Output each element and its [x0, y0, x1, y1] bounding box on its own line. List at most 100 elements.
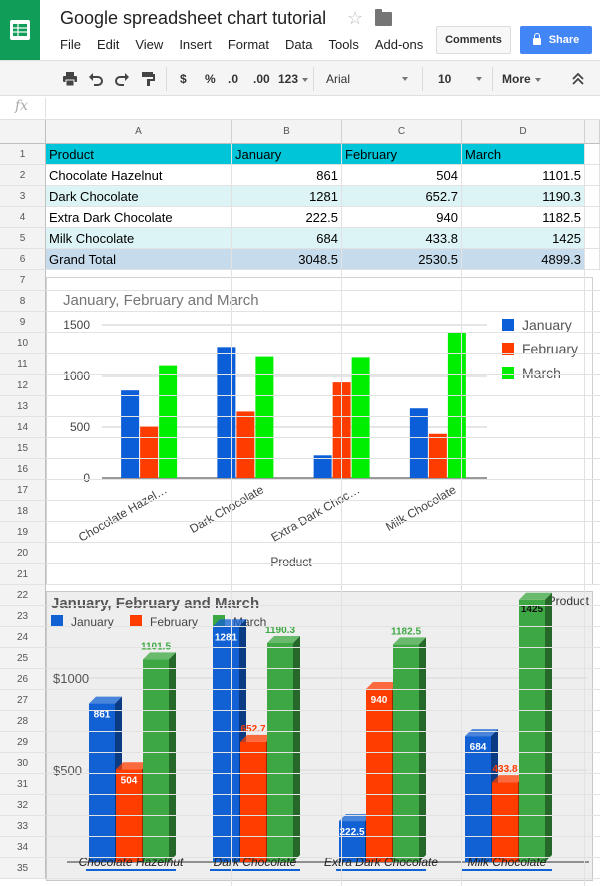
row-header-18[interactable]: 18: [0, 501, 46, 522]
data-cell[interactable]: Extra Dark Chocolate: [46, 207, 232, 228]
data-cell[interactable]: Dark Chocolate: [46, 186, 232, 207]
print-icon[interactable]: [62, 71, 78, 87]
bar-3d-march[interactable]: [143, 652, 176, 862]
data-cell[interactable]: 1182.5: [462, 207, 585, 228]
more-formats-button[interactable]: 123: [278, 70, 309, 88]
bar-3d-january[interactable]: [89, 696, 122, 862]
row-header-8[interactable]: 8: [0, 291, 46, 312]
chart-basic-column[interactable]: January, February and March 0 500 1000 1500 C…: [46, 277, 593, 585]
undo-icon[interactable]: [88, 71, 104, 87]
menu-file[interactable]: File: [60, 37, 81, 52]
data-cell[interactable]: 222.5: [232, 207, 342, 228]
bar-march[interactable]: [351, 357, 370, 478]
redo-icon[interactable]: [114, 71, 130, 87]
column-header-a[interactable]: A: [46, 120, 232, 144]
data-cell[interactable]: 684: [232, 228, 342, 249]
header-cell[interactable]: February: [342, 144, 462, 165]
data-cell[interactable]: 861: [232, 165, 342, 186]
row-header-20[interactable]: 20: [0, 543, 46, 564]
row-header-35[interactable]: 35: [0, 858, 46, 879]
star-icon[interactable]: ☆: [347, 8, 364, 28]
menu-format[interactable]: Format: [227, 37, 269, 52]
row-header-14[interactable]: 14: [0, 417, 46, 438]
row-header-30[interactable]: 30: [0, 753, 46, 774]
sheets-logo[interactable]: [0, 0, 40, 60]
bar-january[interactable]: [409, 408, 428, 478]
bar-january[interactable]: [313, 455, 332, 478]
data-cell[interactable]: 1425: [462, 228, 585, 249]
percent-format-button[interactable]: %: [205, 72, 216, 86]
row-header-22[interactable]: 22: [0, 585, 46, 606]
bar-january[interactable]: [217, 347, 236, 478]
data-cell[interactable]: Milk Chocolate: [46, 228, 232, 249]
row-header-13[interactable]: 13: [0, 396, 46, 417]
data-cell[interactable]: 1190.3: [462, 186, 585, 207]
bar-february[interactable]: [236, 411, 255, 478]
column-header-c[interactable]: C: [342, 120, 462, 144]
row-header-26[interactable]: 26: [0, 669, 46, 690]
menu-data[interactable]: Data: [285, 37, 313, 52]
row-header-3[interactable]: 3: [0, 186, 46, 207]
menu-insert[interactable]: Insert: [179, 37, 212, 52]
collapse-toolbar-icon[interactable]: [570, 71, 586, 87]
row-header-7[interactable]: 7: [0, 270, 46, 291]
row-header-6[interactable]: 6: [0, 249, 46, 270]
comments-button[interactable]: Comments: [436, 26, 511, 54]
row-header-21[interactable]: 21: [0, 564, 46, 585]
row-header-28[interactable]: 28: [0, 711, 46, 732]
row-header-23[interactable]: 23: [0, 606, 46, 627]
font-size-select[interactable]: 10: [438, 70, 484, 88]
data-cell[interactable]: 504: [342, 165, 462, 186]
currency-format-button[interactable]: $: [180, 72, 187, 86]
bar-february[interactable]: [140, 426, 159, 478]
header-cell[interactable]: March: [462, 144, 585, 165]
row-header-4[interactable]: 4: [0, 207, 46, 228]
data-cell[interactable]: 652.7: [342, 186, 462, 207]
data-cell[interactable]: [585, 186, 600, 207]
select-all-corner[interactable]: [0, 120, 46, 144]
data-cell[interactable]: 2530.5: [342, 249, 462, 270]
document-title[interactable]: Google spreadsheet chart tutorial: [60, 8, 327, 28]
bar-february[interactable]: [428, 433, 447, 478]
data-cell[interactable]: 1101.5: [462, 165, 585, 186]
data-cell[interactable]: 4899.3: [462, 249, 585, 270]
font-family-select[interactable]: Arial: [326, 70, 410, 88]
row-header-10[interactable]: 10: [0, 333, 46, 354]
row-header-16[interactable]: 16: [0, 459, 46, 480]
row-header-1[interactable]: 1: [0, 144, 46, 165]
data-cell[interactable]: [585, 249, 600, 270]
menu-add-ons[interactable]: Add-ons: [374, 37, 424, 52]
row-header-29[interactable]: 29: [0, 732, 46, 753]
row-header-2[interactable]: 2: [0, 165, 46, 186]
row-header-34[interactable]: 34: [0, 837, 46, 858]
header-cell[interactable]: January: [232, 144, 342, 165]
bar-3d-march[interactable]: [519, 592, 552, 862]
row-header-27[interactable]: 27: [0, 690, 46, 711]
increase-decimal-button[interactable]: .00: [253, 72, 270, 86]
data-cell[interactable]: [585, 144, 600, 165]
row-header-5[interactable]: 5: [0, 228, 46, 249]
row-header-17[interactable]: 17: [0, 480, 46, 501]
header-cell[interactable]: Product: [46, 144, 232, 165]
formula-bar[interactable]: fx: [0, 96, 600, 120]
row-header-11[interactable]: 11: [0, 354, 46, 375]
data-cell[interactable]: 1281: [232, 186, 342, 207]
row-header-15[interactable]: 15: [0, 438, 46, 459]
row-header-33[interactable]: 33: [0, 816, 46, 837]
bar-march[interactable]: [255, 356, 274, 478]
row-header-19[interactable]: 19: [0, 522, 46, 543]
data-cell[interactable]: 940: [342, 207, 462, 228]
data-cell[interactable]: 433.8: [342, 228, 462, 249]
data-cell[interactable]: [585, 228, 600, 249]
row-header-24[interactable]: 24: [0, 627, 46, 648]
bar-3d-march[interactable]: [393, 637, 426, 862]
bar-3d-march[interactable]: [267, 635, 300, 862]
menu-view[interactable]: View: [135, 37, 164, 52]
column-header-b[interactable]: B: [232, 120, 342, 144]
decrease-decimal-button[interactable]: .0: [228, 72, 239, 86]
column-header-d[interactable]: D: [462, 120, 585, 144]
menu-edit[interactable]: Edit: [96, 37, 120, 52]
data-cell[interactable]: Grand Total: [46, 249, 232, 270]
data-cell[interactable]: Chocolate Hazelnut: [46, 165, 232, 186]
row-header-25[interactable]: 25: [0, 648, 46, 669]
